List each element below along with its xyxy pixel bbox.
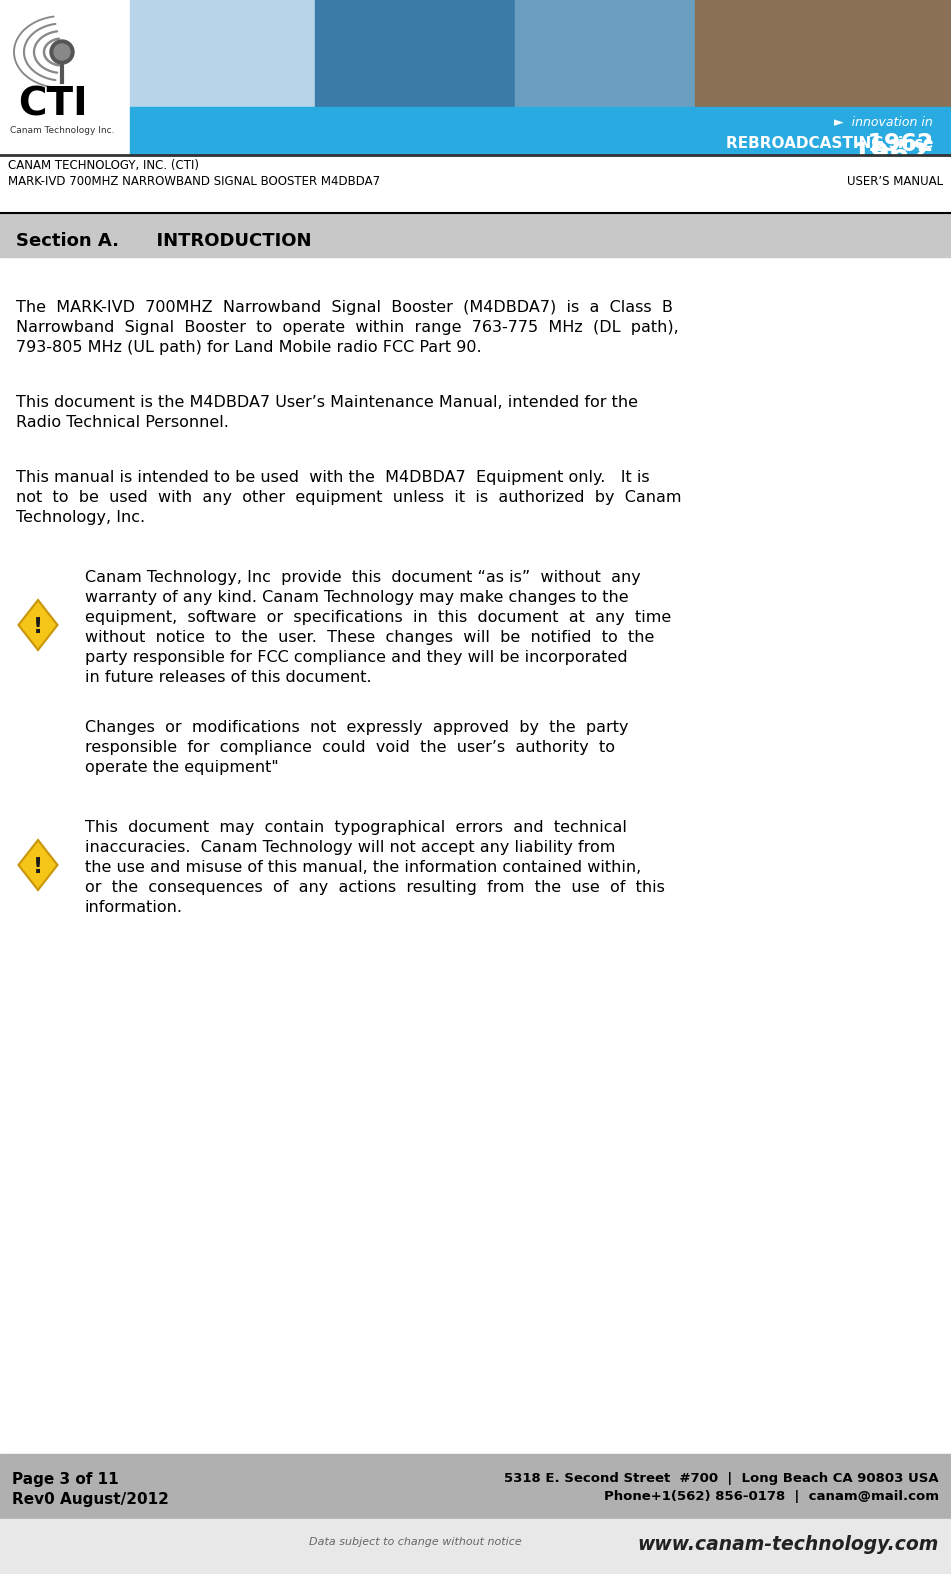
Bar [0, 257, 951, 1574]
Text: !: ! [33, 617, 43, 637]
Text: Section A.      INTRODUCTION: Section A. INTRODUCTION [16, 231, 312, 250]
Bar [695, 0, 951, 107]
Circle shape [50, 39, 74, 65]
Text: responsible  for  compliance  could  void  the  user’s  authority  to: responsible for compliance could void th… [85, 740, 615, 756]
Bar [0, 154, 951, 212]
Text: Technology, Inc.: Technology, Inc. [16, 510, 146, 526]
Text: information.: information. [85, 900, 183, 914]
Text: party responsible for FCC compliance and they will be incorporated: party responsible for FCC compliance and… [85, 650, 628, 664]
Polygon shape [18, 841, 57, 889]
Text: Rev0 August/2012: Rev0 August/2012 [12, 1492, 169, 1506]
Text: This  document  may  contain  typographical  errors  and  technical: This document may contain typographical … [85, 820, 627, 834]
Text: Canam Technology Inc.: Canam Technology Inc. [10, 126, 114, 135]
Text: MARK-IVD 700MHZ NARROWBAND SIGNAL BOOSTER M4DBDA7: MARK-IVD 700MHZ NARROWBAND SIGNAL BOOSTE… [8, 175, 380, 187]
Polygon shape [18, 600, 57, 650]
Bar [0, 1519, 951, 1574]
Text: REBROADCASTING since: REBROADCASTING since [726, 135, 933, 151]
Text: Narrowband  Signal  Booster  to  operate  within  range  763-775  MHz  (DL  path: Narrowband Signal Booster to operate wit… [16, 320, 679, 335]
Text: ►  innovation in: ► innovation in [834, 116, 933, 129]
Text: 1962: 1962 [852, 142, 929, 168]
Text: !: ! [33, 856, 43, 877]
Text: CTI: CTI [18, 85, 87, 123]
Text: This manual is intended to be used  with the  M4DBDA7  Equipment only.   It is: This manual is intended to be used with … [16, 471, 650, 485]
Text: Data subject to change without notice: Data subject to change without notice [309, 1536, 521, 1547]
Text: operate the equipment": operate the equipment" [85, 760, 279, 774]
Text: CANAM TECHNOLOGY, INC. (CTI): CANAM TECHNOLOGY, INC. (CTI) [8, 159, 199, 172]
Bar [0, 1454, 951, 1519]
Text: Radio Technical Personnel.: Radio Technical Personnel. [16, 416, 229, 430]
Text: inaccuracies.  Canam Technology will not accept any liability from: inaccuracies. Canam Technology will not … [85, 841, 615, 855]
Text: 793-805 MHz (UL path) for Land Mobile radio FCC Part 90.: 793-805 MHz (UL path) for Land Mobile ra… [16, 340, 481, 356]
Text: or  the  consequences  of  any  actions  resulting  from  the  use  of  this: or the consequences of any actions resul… [85, 880, 665, 896]
Text: Phone+1(562) 856-0178  |  canam@mail.com: Phone+1(562) 856-0178 | canam@mail.com [604, 1491, 939, 1503]
Text: in future releases of this document.: in future releases of this document. [85, 671, 372, 685]
Bar [315, 0, 515, 107]
Text: warranty of any kind. Canam Technology may make changes to the: warranty of any kind. Canam Technology m… [85, 590, 629, 604]
Bar [0, 212, 951, 257]
Bar [130, 107, 951, 154]
Circle shape [54, 44, 70, 60]
Text: This document is the M4DBDA7 User’s Maintenance Manual, intended for the: This document is the M4DBDA7 User’s Main… [16, 395, 638, 409]
Text: Canam Technology, Inc  provide  this  document “as is”  without  any: Canam Technology, Inc provide this docum… [85, 570, 641, 586]
Text: not  to  be  used  with  any  other  equipment  unless  it  is  authorized  by  : not to be used with any other equipment … [16, 490, 682, 505]
Text: the use and misuse of this manual, the information contained within,: the use and misuse of this manual, the i… [85, 859, 641, 875]
Text: Page 3 of 11: Page 3 of 11 [12, 1472, 119, 1487]
Text: USER’S MANUAL: USER’S MANUAL [847, 175, 943, 187]
Bar [130, 0, 315, 107]
Text: www.canam-technology.com: www.canam-technology.com [638, 1535, 939, 1554]
Text: 5318 E. Second Street  #700  |  Long Beach CA 90803 USA: 5318 E. Second Street #700 | Long Beach … [504, 1472, 939, 1484]
Text: Changes  or  modifications  not  expressly  approved  by  the  party: Changes or modifications not expressly a… [85, 719, 629, 735]
Text: without  notice  to  the  user.  These  changes  will  be  notified  to  the: without notice to the user. These change… [85, 630, 654, 645]
Text: 1962: 1962 [620, 132, 933, 156]
Bar [0, 0, 951, 154]
Text: The  MARK-IVD  700MHZ  Narrowband  Signal  Booster  (M4DBDA7)  is  a  Class  B: The MARK-IVD 700MHZ Narrowband Signal Bo… [16, 301, 673, 315]
Text: equipment,  software  or  specifications  in  this  document  at  any  time: equipment, software or specifications in… [85, 611, 671, 625]
Bar [515, 0, 695, 107]
